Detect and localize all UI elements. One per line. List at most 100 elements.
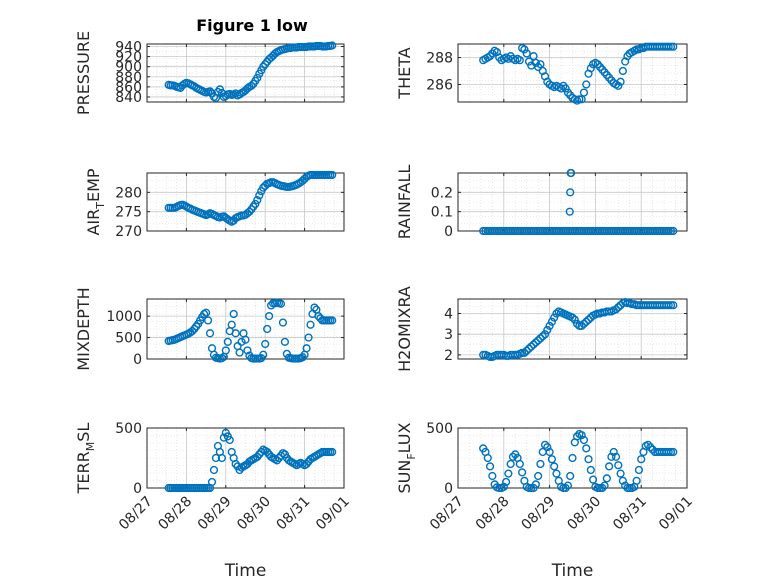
y-tick-label: 500 — [115, 331, 142, 347]
data-point — [205, 87, 215, 96]
series-markers — [164, 41, 337, 103]
data-point — [607, 452, 616, 461]
data-point — [217, 453, 226, 463]
data-point — [605, 462, 614, 471]
data-point — [265, 312, 274, 321]
data-point — [328, 170, 337, 180]
data-point — [584, 455, 593, 464]
data-point — [231, 329, 240, 338]
x-axis-label: Time — [224, 561, 267, 581]
data-point — [611, 305, 621, 314]
data-point — [614, 81, 623, 90]
data-point — [328, 447, 337, 457]
axes-h2omixra: 2 3 4 H2OMIXRA — [395, 286, 688, 372]
data-point — [243, 346, 252, 355]
axes-air-temp: 270 275 280 AIRTEMP — [84, 168, 345, 240]
axes-theta: 286 288 THETA — [395, 42, 688, 105]
data-point — [527, 342, 536, 351]
y-tick-label: 900 — [115, 60, 142, 76]
x-tick-label: 08/27 — [116, 494, 156, 534]
axes-mixdepth: 0 500 1000 MIXDEPTH — [74, 287, 345, 371]
data-point — [518, 468, 527, 477]
x-tick-label: 08/31 — [610, 494, 650, 534]
data-point — [669, 301, 678, 310]
y-axis-label: SUNFLUX — [395, 422, 418, 493]
x-tick-label: 08/28 — [473, 494, 513, 534]
data-point — [508, 452, 518, 461]
y-tick-label: 0.1 — [431, 205, 453, 221]
data-point — [272, 456, 282, 465]
data-point — [520, 45, 529, 54]
y-tick-label: 500 — [426, 421, 453, 437]
y-axis-label: TERRMSL — [74, 423, 97, 495]
data-point — [524, 344, 534, 353]
data-point — [255, 450, 264, 459]
y-tick-label: 0 — [444, 224, 453, 240]
data-point — [531, 58, 540, 67]
data-point — [529, 340, 538, 349]
axes-terr-msl: 0 500 TERRMSL 08/27 08/28 08/29 08/30 08/31 09/0… — [74, 421, 353, 581]
y-axis-label: THETA — [395, 47, 414, 99]
data-point — [600, 481, 609, 490]
data-point — [669, 42, 678, 51]
data-point — [634, 465, 644, 475]
data-point — [203, 316, 213, 325]
y-tick-label: 500 — [115, 421, 142, 437]
y-tick-label: 4 — [444, 306, 453, 322]
data-point — [231, 459, 240, 469]
data-point — [259, 350, 268, 359]
y-axis-label: AIRTEMP — [84, 168, 107, 235]
data-point — [488, 471, 497, 481]
data-point — [577, 431, 586, 440]
data-point — [485, 462, 495, 471]
series-markers — [479, 42, 678, 105]
axes-box — [146, 172, 345, 232]
series-markers — [164, 298, 337, 363]
data-point — [483, 453, 492, 463]
data-point — [589, 475, 598, 484]
y-tick-label: 0 — [133, 352, 142, 368]
data-point — [251, 199, 260, 209]
data-point — [328, 316, 337, 325]
data-point — [302, 459, 311, 469]
data-point — [618, 66, 627, 76]
data-point — [611, 452, 621, 461]
data-point — [540, 330, 550, 339]
y-tick-label: 3 — [444, 327, 453, 343]
data-point — [577, 321, 586, 330]
data-point — [609, 447, 618, 457]
data-point — [616, 77, 625, 86]
data-point — [614, 461, 623, 470]
data-point — [572, 432, 582, 441]
data-point — [227, 320, 236, 329]
data-point — [506, 459, 515, 469]
series-markers — [164, 428, 337, 493]
series-markers — [164, 170, 337, 226]
figure-title: Figure 1 low — [196, 16, 308, 35]
y-tick-label: 0 — [444, 481, 453, 497]
y-tick-label: 286 — [426, 77, 453, 93]
data-point — [280, 337, 290, 346]
y-axis-label: MIXDEPTH — [74, 287, 93, 370]
data-point — [229, 309, 238, 319]
data-point — [253, 195, 262, 205]
data-point — [543, 325, 552, 335]
data-point — [261, 339, 270, 349]
data-point — [231, 89, 240, 98]
y-tick-label: 880 — [115, 70, 142, 86]
data-point — [648, 445, 657, 454]
data-point — [202, 308, 211, 317]
data-point — [241, 335, 250, 344]
axes-box — [146, 427, 345, 489]
data-point — [567, 168, 576, 178]
data-point — [540, 440, 550, 449]
x-tick-label: 08/30 — [564, 494, 604, 534]
data-point — [237, 337, 246, 346]
x-axis-label: Time — [551, 561, 594, 581]
data-point — [566, 471, 575, 481]
y-axis-label: PRESSURE — [74, 31, 93, 115]
data-point — [561, 84, 570, 93]
data-point — [584, 315, 593, 324]
